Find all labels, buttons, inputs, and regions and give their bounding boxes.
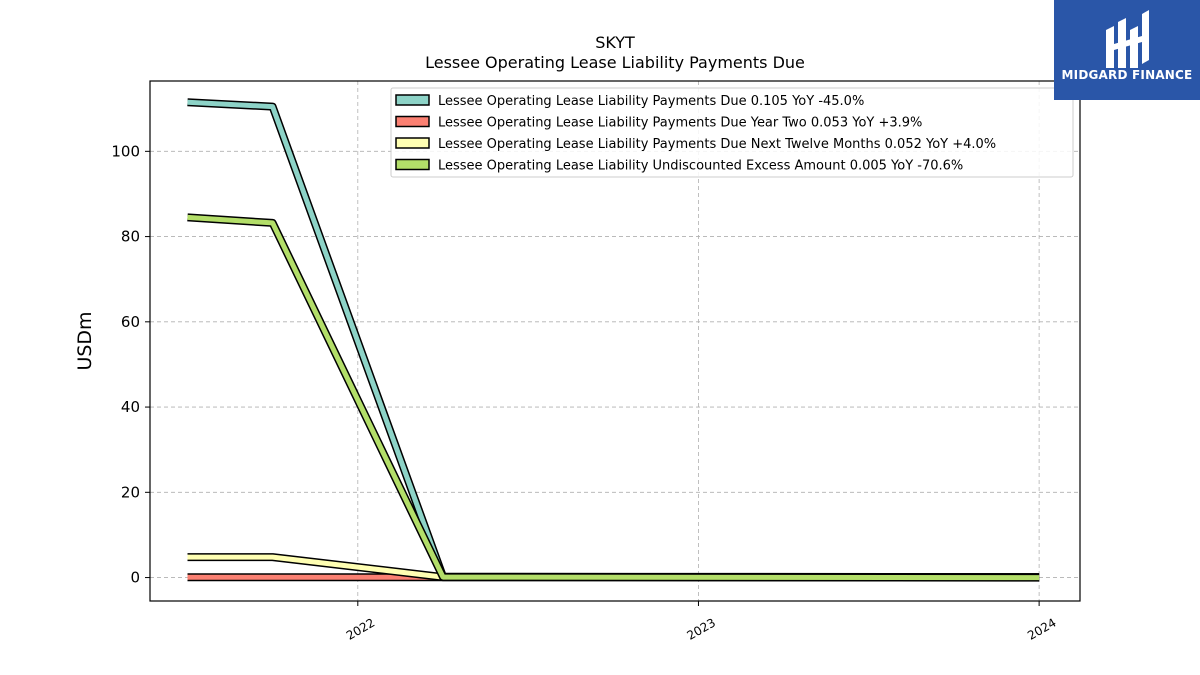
legend-label-2: Lessee Operating Lease Liability Payment… — [438, 116, 922, 131]
legend-swatch-2 — [395, 115, 430, 128]
legend-swatch-3 — [395, 137, 430, 149]
series-lines — [187, 98, 1040, 582]
legend-label-3: Lessee Operating Lease Liability Payment… — [438, 137, 996, 152]
y-tick-label: 60 — [121, 313, 140, 331]
series-line-4 — [187, 214, 1040, 581]
plot-frame — [149, 80, 1081, 602]
y-tick-label: 80 — [121, 228, 140, 246]
legend-label-1: Lessee Operating Lease Liability Payment… — [438, 94, 864, 109]
x-tick-label: 2022 — [344, 615, 377, 642]
y-axis: 0 20 40 60 80 100 — [111, 142, 150, 587]
x-axis: 2022 2023 2024 — [344, 601, 1059, 643]
legend-box — [390, 87, 1074, 178]
legend-label-4: Lessee Operating Lease Liability Undisco… — [438, 159, 963, 174]
y-tick-label: 0 — [130, 569, 140, 587]
y-tick-label: 100 — [111, 142, 140, 160]
y-tick-label: 20 — [121, 483, 140, 501]
legend-swatch-4 — [395, 158, 430, 171]
legend-swatch-1 — [395, 94, 430, 106]
logo-mark-icon — [1054, 0, 1200, 100]
x-tick-label: 2023 — [685, 615, 718, 642]
y-axis-label: USDm — [74, 311, 96, 370]
chart-title: SKYT — [595, 33, 635, 52]
x-tick-label: 2024 — [1025, 615, 1058, 642]
y-tick-label: 40 — [121, 398, 140, 416]
chart-subtitle: Lessee Operating Lease Liability Payment… — [425, 53, 805, 72]
legend: Lessee Operating Lease Liability Payment… — [390, 87, 1074, 178]
brand-logo: MIDGARD FINANCE — [1054, 0, 1200, 100]
series-outline-4 — [187, 213, 1040, 582]
logo-text: MIDGARD FINANCE — [1061, 68, 1193, 82]
